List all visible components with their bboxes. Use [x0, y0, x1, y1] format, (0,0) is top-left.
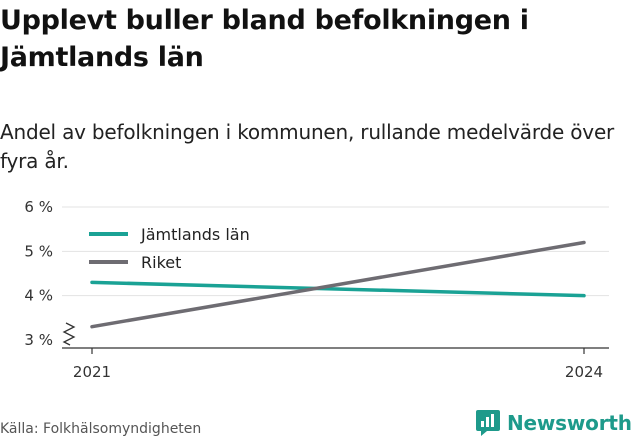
- series-line: [90, 280, 586, 298]
- newsworthy-logo-text: Newsworthy: [507, 411, 631, 435]
- x-axis: 2021 2024: [62, 322, 609, 381]
- legend-label: Jämtlands län: [140, 225, 250, 244]
- legend-label: Riket: [141, 253, 181, 272]
- series-line: [90, 240, 586, 329]
- series-lines: [90, 240, 586, 329]
- y-tick-label: 4 %: [24, 287, 53, 305]
- line-chart: 3 % 4 % 5 % 6 % 2021 2024 Jämtlands län Riket: [24, 198, 609, 381]
- chart-subtitle: Andel av befolkningen i kommunen, rullan…: [0, 120, 615, 173]
- newsworthy-logo: Newsworthy: [475, 408, 631, 438]
- gridlines: [62, 206, 609, 297]
- y-tick-label: 6 %: [24, 198, 53, 216]
- legend: Jämtlands län Riket: [89, 225, 250, 272]
- x-tick-label: 2021: [73, 363, 111, 381]
- x-tick-label: 2024: [565, 363, 603, 381]
- chart-title: Upplevt buller bland befolkningen i Jämt…: [0, 5, 529, 73]
- y-tick-label: 3 %: [24, 331, 53, 349]
- y-axis-ticks: 3 % 4 % 5 % 6 %: [24, 198, 53, 349]
- source-note: Källa: Folkhälsomyndigheten: [0, 421, 202, 437]
- y-tick-label: 5 %: [24, 242, 53, 260]
- newsworthy-logo-icon: [476, 410, 500, 436]
- y-axis-break: [62, 322, 76, 346]
